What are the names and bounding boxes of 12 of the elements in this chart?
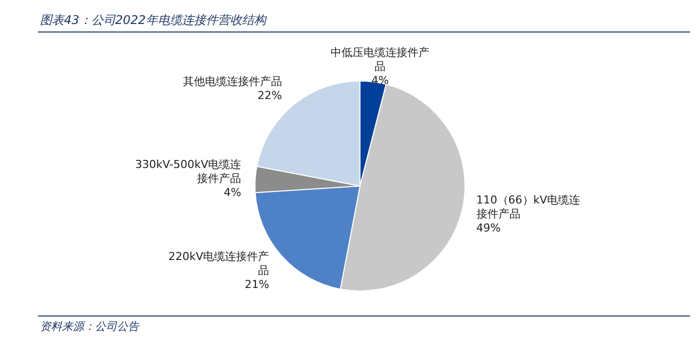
chart-title: 图表43：公司2022年电缆连接件营收结构 (40, 13, 267, 27)
data-label: 22% (258, 89, 282, 102)
slice-label: 330kV-500kV电缆连接件产品 (135, 158, 242, 186)
text: 资料来源：公司公告 (40, 320, 140, 333)
slice-label: 中低压电缆连接件产品 (330, 46, 430, 73)
slice-label: 其他电缆连接件产品 (182, 75, 282, 88)
data-label: 4% (224, 186, 242, 200)
data-label: 21% (244, 278, 270, 291)
data-label: 4% (371, 74, 389, 87)
slice-label: 110（66）kV电缆连接件产品 (476, 194, 580, 221)
data-label: 49% (476, 222, 501, 235)
slice-label: 220kV电缆连接件产品 (168, 250, 270, 277)
